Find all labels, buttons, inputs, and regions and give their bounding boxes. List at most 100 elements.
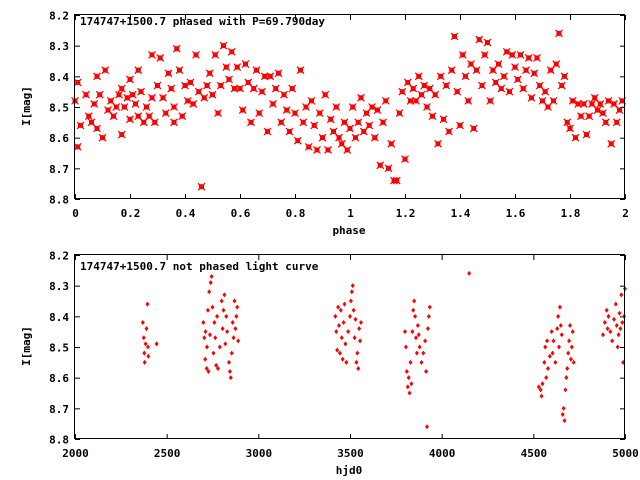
- data-point: [610, 338, 615, 344]
- data-point: [234, 313, 239, 319]
- data-point: [560, 72, 569, 81]
- data-point: [557, 81, 566, 90]
- data-point: [469, 124, 478, 133]
- data-point: [414, 335, 418, 341]
- data-point: [508, 50, 517, 59]
- data-point: [219, 41, 228, 50]
- data-point: [183, 96, 192, 105]
- data-point: [134, 66, 143, 75]
- data-point: [615, 106, 624, 114]
- data-point: [263, 127, 272, 136]
- data-point: [607, 139, 616, 148]
- data-point: [565, 365, 570, 371]
- data-point: [143, 341, 148, 347]
- data-point: [326, 115, 335, 124]
- data-point: [249, 84, 258, 93]
- data-point: [126, 75, 134, 84]
- data-point: [472, 66, 481, 75]
- data-point: [204, 365, 209, 371]
- data-point: [128, 90, 137, 99]
- data-point: [205, 344, 209, 350]
- data-point: [421, 350, 426, 356]
- data-point: [93, 72, 101, 81]
- data-point: [277, 118, 286, 127]
- data-point: [222, 292, 227, 298]
- data-point: [486, 96, 495, 105]
- data-point: [511, 63, 519, 72]
- data-point: [376, 161, 385, 170]
- data-point: [140, 319, 145, 325]
- data-point: [332, 103, 341, 111]
- data-point: [141, 335, 146, 341]
- data-point: [109, 112, 118, 121]
- data-point: [232, 298, 237, 304]
- data-point: [150, 118, 159, 127]
- data-point: [384, 164, 393, 173]
- data-point: [335, 347, 340, 353]
- data-point: [351, 133, 360, 142]
- y-tick-label: 8.4: [49, 311, 69, 324]
- tick-layer: 0 0.2 0.4 0.6 0.8 1 1.2 1.4 1.6 1.8 2 8.2 8.3 8.4 8.5 8…: [49, 10, 629, 221]
- data-point: [439, 115, 448, 124]
- data-point: [142, 359, 147, 365]
- data-point: [154, 341, 159, 347]
- x-tick-label: 1: [347, 207, 354, 220]
- data-point: [211, 350, 216, 356]
- data-point: [271, 84, 280, 93]
- data-point: [98, 133, 107, 142]
- data-point: [235, 304, 240, 310]
- data-point: [546, 365, 550, 371]
- data-point: [522, 66, 530, 75]
- data-point: [604, 96, 613, 105]
- data-point: [172, 44, 181, 53]
- data-point: [186, 78, 195, 87]
- data-point: [203, 81, 211, 90]
- data-point: [210, 304, 215, 310]
- data-point: [359, 319, 363, 325]
- data-point: [596, 100, 605, 108]
- data-point: [561, 405, 566, 411]
- data-point: [343, 146, 352, 154]
- data-point: [231, 335, 236, 341]
- data-point: [315, 109, 324, 118]
- data-point: [348, 298, 353, 304]
- data-point: [338, 307, 343, 313]
- x-tick-label: 0.6: [231, 207, 251, 220]
- data-point: [82, 90, 90, 99]
- data-point: [334, 329, 339, 335]
- data-point: [123, 93, 132, 102]
- data-point: [582, 130, 591, 139]
- data-point: [258, 87, 266, 96]
- data-point: [324, 146, 332, 154]
- x-tick-label: 0: [72, 207, 79, 220]
- data-point: [208, 280, 213, 286]
- data-point: [219, 298, 224, 304]
- data-point: [148, 93, 156, 102]
- data-point: [480, 50, 489, 59]
- data-point: [225, 329, 230, 335]
- data-point: [175, 66, 184, 75]
- data-point: [344, 359, 349, 365]
- data-point: [412, 298, 417, 304]
- data-point: [221, 307, 226, 313]
- data-point: [533, 54, 541, 62]
- data-point: [577, 112, 585, 121]
- data-point: [208, 90, 217, 99]
- x-tick-label: 2500: [154, 447, 181, 460]
- data-point: [342, 301, 347, 307]
- data-point: [310, 121, 319, 130]
- data-point: [101, 66, 110, 75]
- data-point: [540, 381, 545, 387]
- x-tick-label: 0.8: [286, 207, 306, 220]
- data-point: [348, 103, 357, 111]
- plot-title: 174747+1500.7 not phased light curve: [80, 260, 319, 273]
- x-tick-label: 1.8: [561, 207, 581, 220]
- data-point: [274, 69, 283, 78]
- data-point: [544, 375, 549, 381]
- data-point: [192, 50, 200, 59]
- data-point: [318, 133, 327, 142]
- data-point: [536, 384, 541, 390]
- data-point: [551, 338, 556, 344]
- data-point: [285, 127, 294, 136]
- data-point: [216, 81, 225, 90]
